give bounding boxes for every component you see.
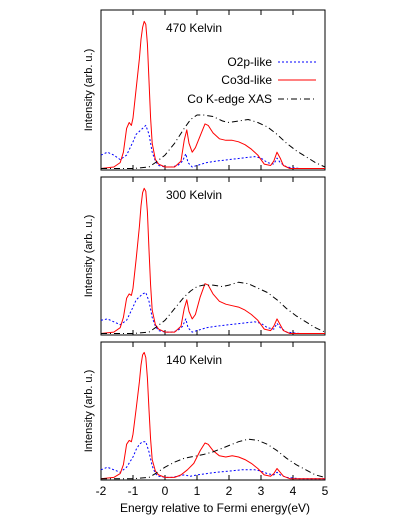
legend: O2p-like Co3d-like Co K-edge XAS: [187, 55, 316, 106]
plot-frame: [100, 341, 326, 481]
panel-label: 300 Kelvin: [166, 188, 222, 202]
x-axis-label: Energy relative to Fermi energy(eV): [120, 501, 310, 515]
panel-2: 300 Kelvin Intensity (arb. u.): [83, 176, 326, 336]
legend-label: Co3d-like: [221, 73, 272, 87]
x-tick-label: 1: [194, 484, 201, 498]
y-axis-label: Intensity (arb. u.): [83, 49, 95, 132]
panels-layer: 470 Kelvin Intensity (arb. u.) 300 Kelvin I…: [83, 9, 326, 481]
series-line-o2p-like: [100, 124, 325, 169]
series-line-co-k-edge-xas: [101, 114, 326, 169]
panel-3: 140 Kelvin Intensity (arb. u.): [83, 341, 326, 481]
x-axis: -2 -1 0 1 2 3 4 5: [96, 484, 329, 498]
legend-label: O2p-like: [227, 55, 272, 69]
panel-label: 470 Kelvin: [166, 21, 222, 35]
series-line-co3d-like: [100, 20, 325, 169]
x-tick-label: -1: [128, 484, 139, 498]
series-line-o2p-like: [100, 292, 325, 334]
series-line-o2p-like: [100, 441, 325, 480]
plot-frame: [100, 9, 326, 171]
x-tick-label: 0: [162, 484, 169, 498]
y-axis-label: Intensity (arb. u.): [83, 370, 95, 453]
x-tick-label: 3: [258, 484, 265, 498]
y-axis-label: Intensity (arb. u.): [83, 215, 95, 298]
series-line-co3d-like: [100, 187, 325, 334]
panel-label: 140 Kelvin: [166, 353, 222, 367]
series-line-co3d-like: [100, 351, 325, 480]
x-tick-label: -2: [96, 484, 107, 498]
x-tick-label: 5: [322, 484, 329, 498]
panel-1: 470 Kelvin Intensity (arb. u.): [83, 9, 326, 171]
series-line-co-k-edge-xas: [101, 281, 326, 334]
series-line-co-k-edge-xas: [101, 438, 326, 480]
plot-frame: [100, 176, 326, 336]
x-tick-label: 4: [290, 484, 297, 498]
x-tick-label: 2: [226, 484, 233, 498]
legend-label: Co K-edge XAS: [187, 92, 272, 106]
